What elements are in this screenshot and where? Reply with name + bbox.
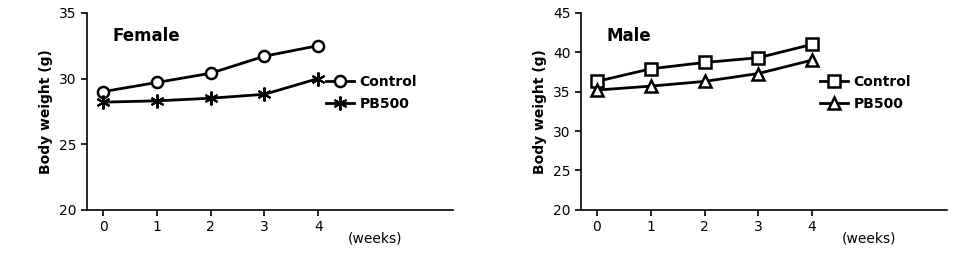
Y-axis label: Body weight (g): Body weight (g) (533, 49, 548, 174)
PB500 (205, 97, 216, 100)
Control (98, 90, 109, 93)
PB500 (312, 77, 324, 80)
Legend: Control, PB500: Control, PB500 (321, 69, 423, 116)
Line: Control: Control (591, 39, 818, 87)
PB500 (645, 84, 657, 88)
PB500 (698, 80, 710, 83)
Line: PB500: PB500 (591, 55, 818, 96)
Control (312, 44, 324, 47)
Control (259, 55, 270, 58)
PB500 (753, 72, 764, 75)
PB500 (807, 59, 818, 62)
Text: Male: Male (607, 27, 651, 45)
Text: (weeks): (weeks) (348, 232, 403, 246)
Text: Female: Female (113, 27, 181, 45)
PB500 (98, 101, 109, 104)
PB500 (151, 99, 162, 102)
PB500 (259, 93, 270, 96)
Control (807, 43, 818, 46)
Line: PB500: PB500 (97, 72, 326, 109)
Control (591, 80, 603, 83)
PB500 (591, 89, 603, 92)
Legend: Control, PB500: Control, PB500 (814, 69, 917, 116)
Control (205, 72, 216, 75)
Y-axis label: Body weight (g): Body weight (g) (40, 49, 53, 174)
Control (698, 61, 710, 64)
Line: Control: Control (98, 40, 324, 97)
Control (753, 56, 764, 59)
Control (645, 67, 657, 70)
Text: (weeks): (weeks) (841, 232, 896, 246)
Control (151, 81, 162, 84)
